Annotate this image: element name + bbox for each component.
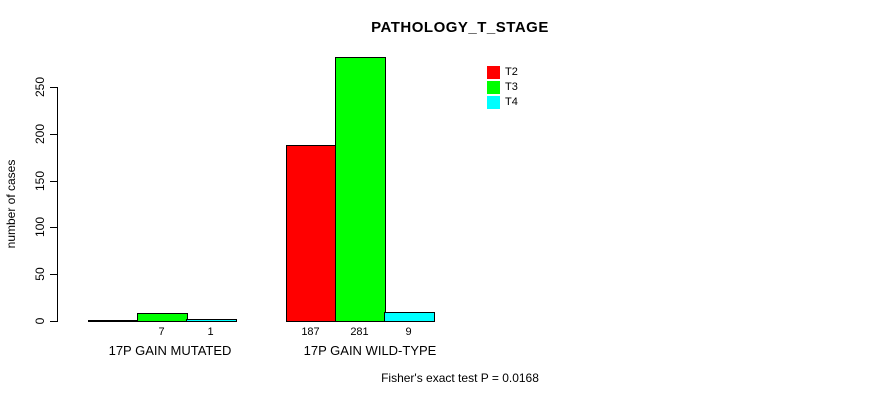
bar-t4-group0 — [186, 319, 237, 322]
bar-t4-group1 — [384, 312, 435, 322]
bar-t3-group0 — [137, 313, 188, 322]
y-axis-tick — [50, 274, 57, 275]
statistical-test-annotation: Fisher's exact test P = 0.0168 — [381, 371, 539, 385]
y-axis-tick-label: 200 — [33, 123, 47, 145]
legend-entry-t3: T3 — [487, 80, 518, 95]
bar-value-label: 1 — [207, 326, 214, 338]
y-axis-tick — [50, 87, 57, 88]
legend-label-t2: T2 — [505, 66, 518, 78]
y-axis-tick — [50, 181, 57, 182]
y-axis-tick-label: 150 — [33, 170, 47, 192]
y-axis-line — [57, 87, 58, 322]
legend-label-t4: T4 — [505, 96, 518, 108]
legend-swatch-t3 — [487, 81, 500, 94]
chart-title: PATHOLOGY_T_STAGE — [371, 19, 549, 36]
y-axis-tick — [50, 134, 57, 135]
bar-value-label: 281 — [350, 326, 369, 338]
legend: T2 T3 T4 — [487, 65, 518, 110]
bar-value-label: 9 — [405, 326, 412, 338]
y-axis-tick — [50, 321, 57, 322]
y-axis-tick-label: 100 — [33, 216, 47, 238]
legend-swatch-t2 — [487, 66, 500, 79]
y-axis-tick-label: 250 — [33, 76, 47, 98]
bar-value-label: 187 — [301, 326, 320, 338]
category-label-wild-type: 17P GAIN WILD-TYPE — [303, 343, 437, 358]
legend-entry-t2: T2 — [487, 65, 518, 80]
y-axis-tick-label: 50 — [33, 267, 47, 281]
bar-t2-group0 — [88, 320, 139, 322]
legend-entry-t4: T4 — [487, 95, 518, 110]
legend-swatch-t4 — [487, 96, 500, 109]
legend-label-t3: T3 — [505, 81, 518, 93]
bar-t2-group1 — [286, 145, 337, 322]
bar-value-label: 7 — [158, 326, 165, 338]
bar-t3-group1 — [335, 57, 386, 322]
y-axis-tick — [50, 227, 57, 228]
category-label-mutated: 17P GAIN MUTATED — [108, 343, 232, 358]
y-axis-tick-label: 0 — [33, 317, 47, 325]
